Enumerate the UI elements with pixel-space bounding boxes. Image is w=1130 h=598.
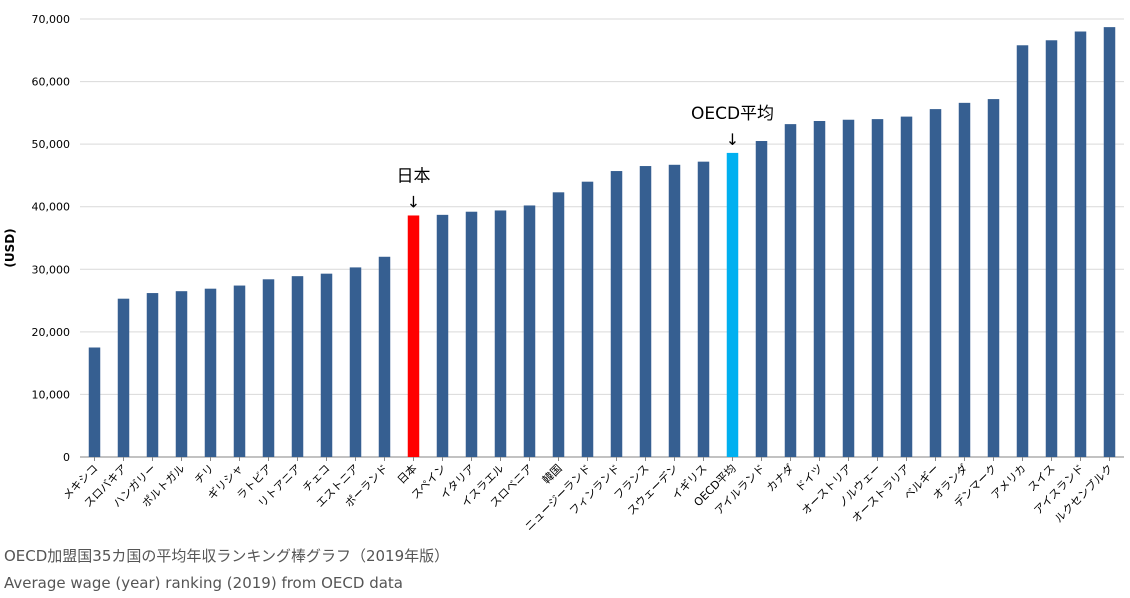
bar: [146, 293, 159, 457]
bar: [291, 276, 304, 457]
bar: [581, 181, 594, 457]
x-tick-label: チリ: [192, 462, 217, 487]
bar: [784, 124, 797, 458]
annotation-arrow: ↓: [726, 130, 739, 149]
bar: [726, 152, 739, 457]
bar: [842, 119, 855, 458]
x-tick-label: カナダ: [763, 461, 796, 494]
bar: [349, 267, 362, 457]
bar: [175, 291, 188, 457]
y-tick-label: 70,000: [32, 13, 71, 26]
bar: [1016, 45, 1029, 457]
bar: [900, 116, 913, 458]
y-tick-label: 20,000: [32, 326, 71, 339]
bar: [1045, 40, 1058, 457]
bar: [929, 109, 942, 458]
bar: [552, 192, 565, 457]
caption-english: Average wage (year) ranking (2019) from …: [4, 574, 403, 592]
y-axis-label: (USD): [3, 228, 17, 267]
x-tick-label: 韓国: [540, 462, 565, 487]
bar: [436, 214, 449, 457]
bar: [958, 102, 971, 458]
y-tick-label: 0: [63, 451, 70, 464]
bar: [813, 120, 826, 458]
y-tick-label: 10,000: [32, 388, 71, 401]
bar: [204, 288, 217, 457]
x-tick-label: 日本: [394, 461, 419, 486]
bar: [1074, 31, 1087, 458]
annotation-label: OECD平均: [691, 104, 774, 124]
annotation-arrow: ↓: [407, 192, 420, 211]
bar: [465, 211, 478, 457]
bar: [523, 205, 536, 457]
bar: [117, 298, 130, 457]
bar: [668, 164, 681, 457]
bar: [262, 279, 275, 457]
bar: [233, 285, 246, 457]
bar: [494, 210, 507, 457]
bar: [407, 215, 420, 457]
bar: [1103, 27, 1116, 458]
y-tick-label: 50,000: [32, 138, 71, 151]
bar: [871, 119, 884, 457]
bar: [610, 171, 623, 457]
y-tick-label: 30,000: [32, 263, 71, 276]
bar: [88, 347, 101, 457]
bar-chart: 0 10,000 20,000 30,000 40,000 50,000 60,000 70,…: [3, 13, 1124, 533]
annotation-label: 日本: [397, 166, 431, 186]
bar: [378, 256, 391, 457]
bar: [320, 273, 333, 457]
y-tick-label: 40,000: [32, 201, 71, 214]
chart-area: 0 10,000 20,000 30,000 40,000 50,000 60,000 70,…: [3, 13, 1124, 533]
bar: [755, 141, 768, 457]
caption-japanese: OECD加盟国35カ国の平均年収ランキング棒グラフ（2019年版）: [4, 547, 450, 565]
y-tick-label: 60,000: [32, 76, 71, 89]
bar: [697, 161, 710, 458]
bar: [987, 99, 1000, 457]
bar: [639, 166, 652, 458]
